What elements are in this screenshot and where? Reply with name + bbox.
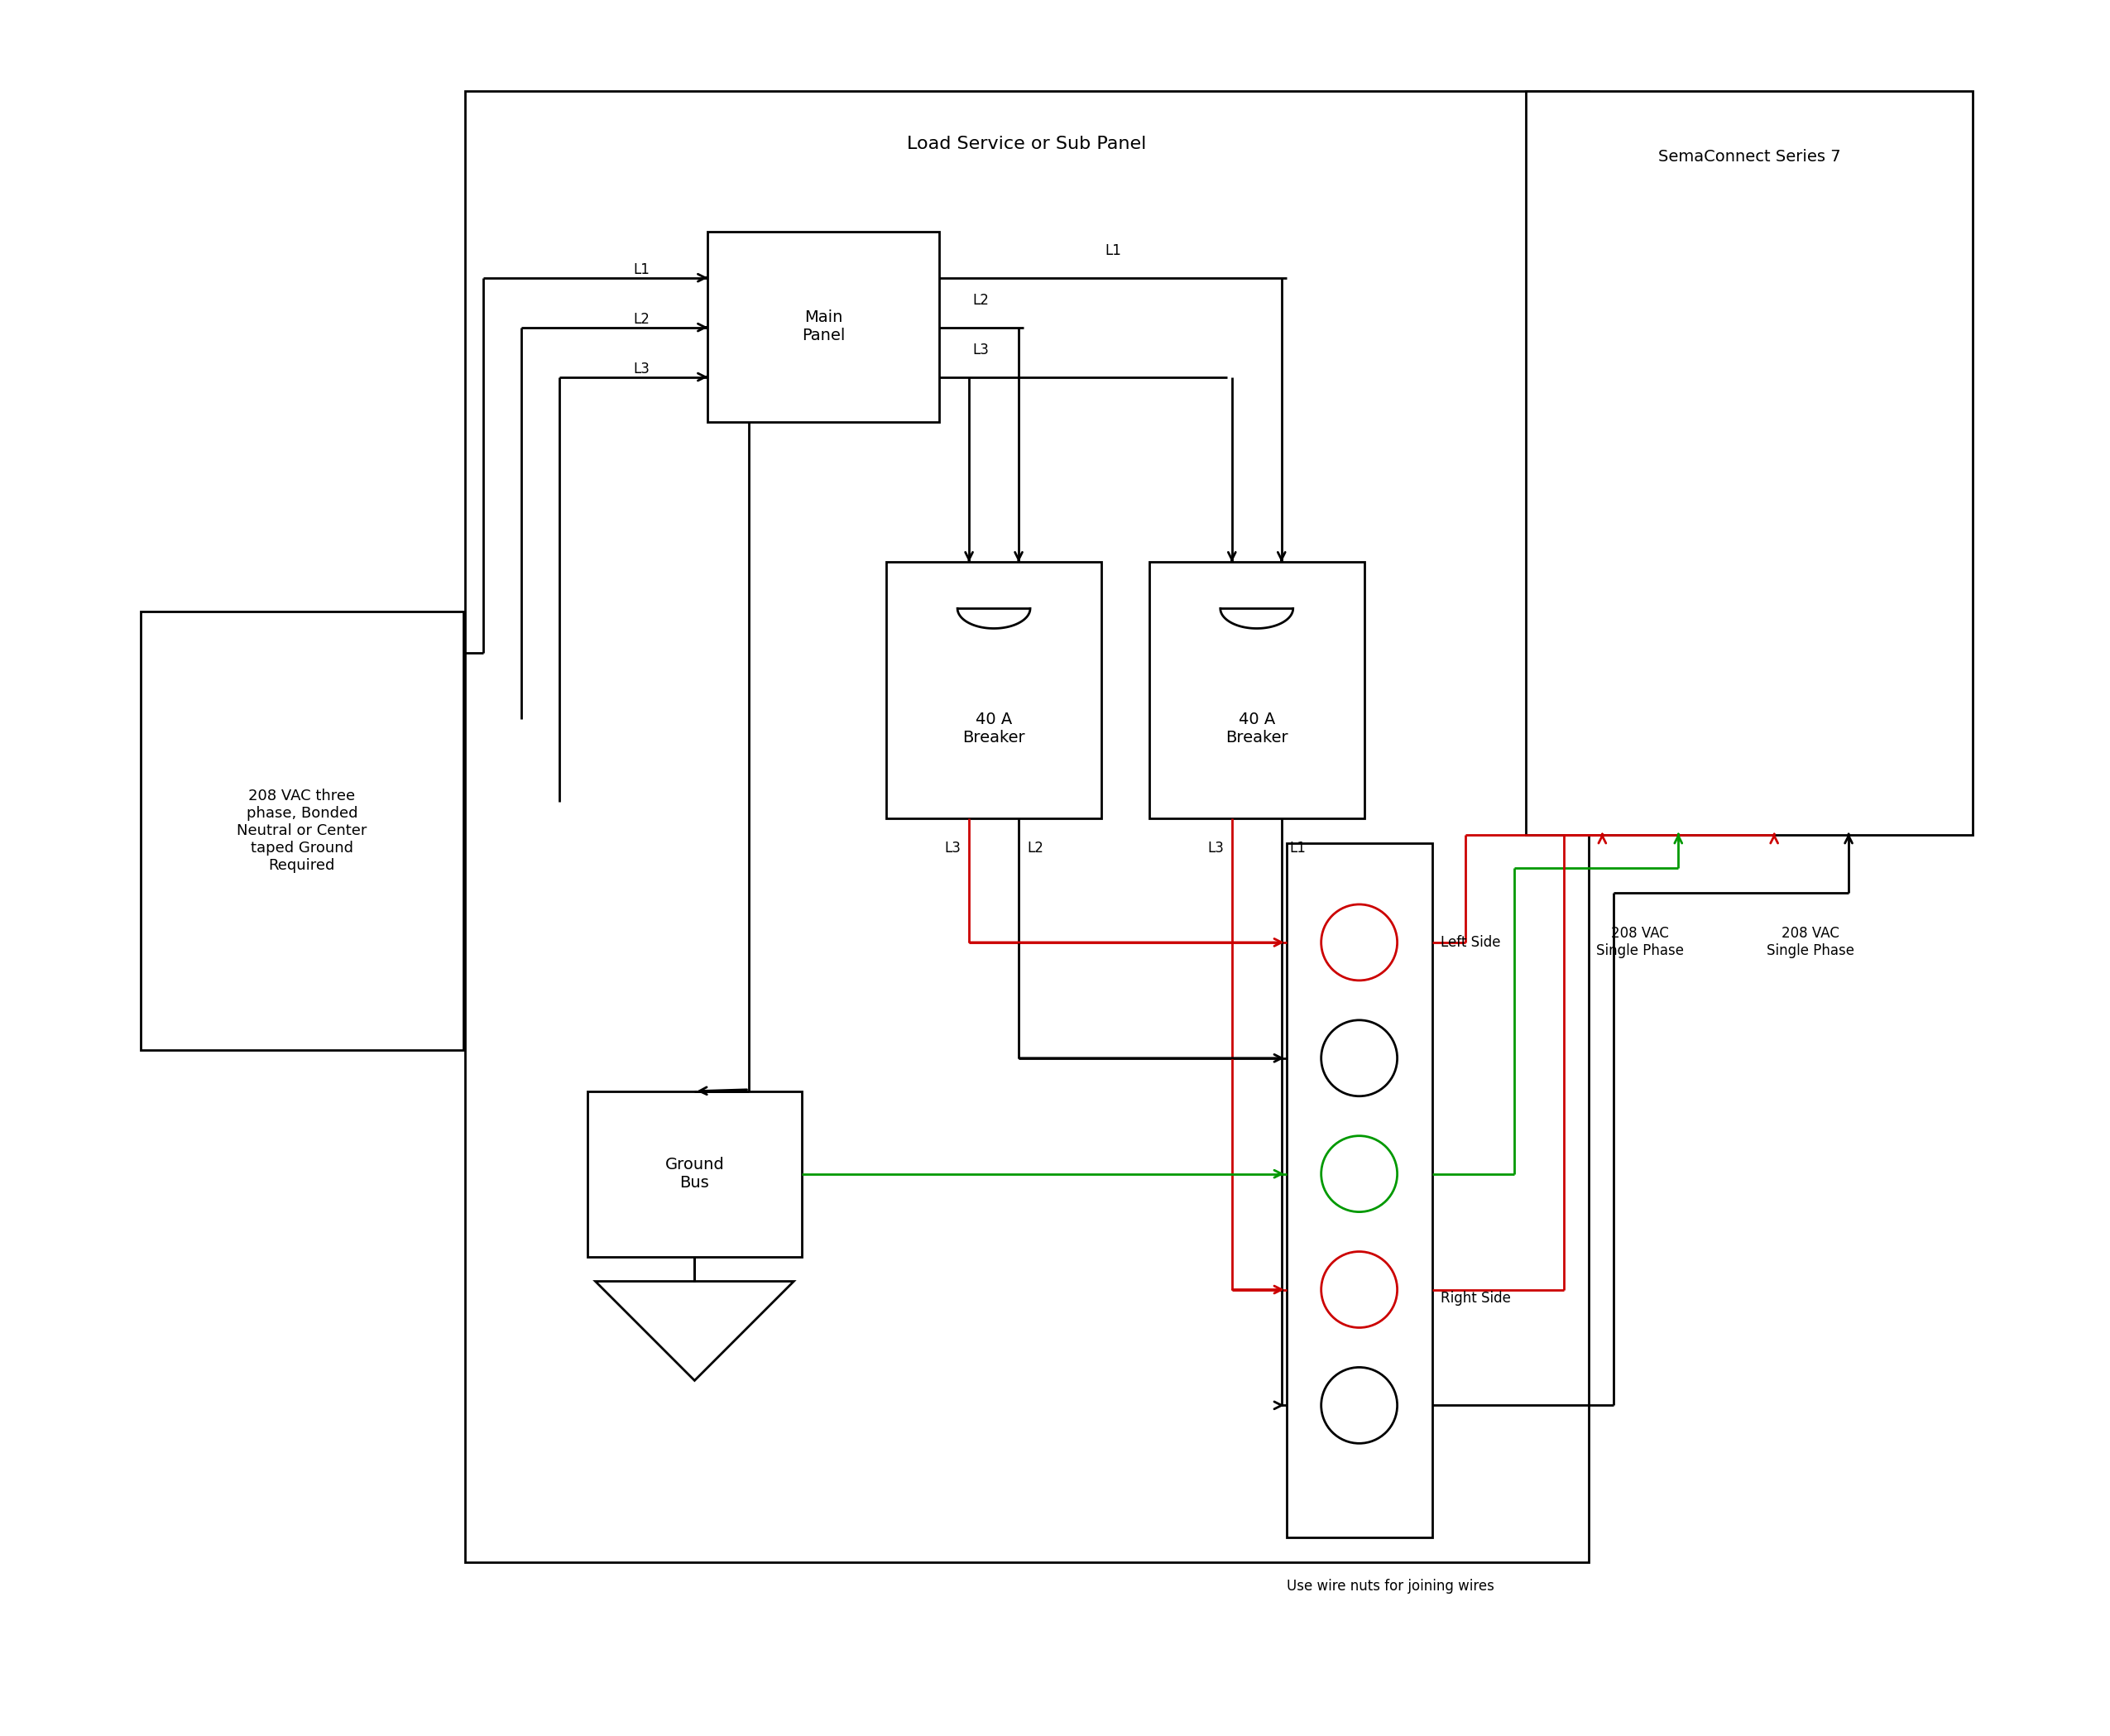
Bar	[141, 611, 462, 1050]
Polygon shape	[595, 1281, 793, 1380]
Bar	[707, 231, 939, 422]
Text: 208 VAC
Single Phase: 208 VAC Single Phase	[1766, 925, 1855, 958]
Bar	[1526, 90, 1973, 835]
Text: L2: L2	[1028, 840, 1042, 856]
Text: Right Side: Right Side	[1441, 1290, 1511, 1305]
Bar	[587, 1092, 802, 1257]
Bar	[886, 562, 1101, 818]
Circle shape	[1321, 1368, 1397, 1443]
Text: L2: L2	[633, 312, 650, 326]
Bar	[464, 90, 1589, 1562]
Text: Left Side: Left Side	[1441, 936, 1500, 950]
Text: 208 VAC
Single Phase: 208 VAC Single Phase	[1597, 925, 1684, 958]
Bar	[1150, 562, 1365, 818]
Text: L3: L3	[633, 361, 650, 377]
Text: L3: L3	[973, 342, 990, 358]
Text: L1: L1	[1289, 840, 1306, 856]
Text: L3: L3	[945, 840, 960, 856]
Text: L3: L3	[1207, 840, 1224, 856]
Text: L1: L1	[633, 262, 650, 278]
Circle shape	[1321, 1021, 1397, 1095]
Bar	[1287, 844, 1433, 1538]
Text: SemaConnect Series 7: SemaConnect Series 7	[1658, 149, 1840, 165]
Text: Main
Panel: Main Panel	[802, 309, 846, 344]
Circle shape	[1321, 1135, 1397, 1212]
Text: 40 A
Breaker: 40 A Breaker	[962, 712, 1025, 746]
Text: Ground
Bus: Ground Bus	[665, 1156, 724, 1191]
Text: Load Service or Sub Panel: Load Service or Sub Panel	[907, 135, 1146, 153]
Circle shape	[1321, 1252, 1397, 1328]
Text: Use wire nuts for joining wires: Use wire nuts for joining wires	[1287, 1580, 1494, 1594]
Text: 40 A
Breaker: 40 A Breaker	[1226, 712, 1287, 746]
Text: L1: L1	[1106, 243, 1120, 259]
Text: 208 VAC three
phase, Bonded
Neutral or Center
taped Ground
Required: 208 VAC three phase, Bonded Neutral or C…	[236, 788, 367, 873]
Circle shape	[1321, 904, 1397, 981]
Text: L2: L2	[973, 293, 990, 307]
